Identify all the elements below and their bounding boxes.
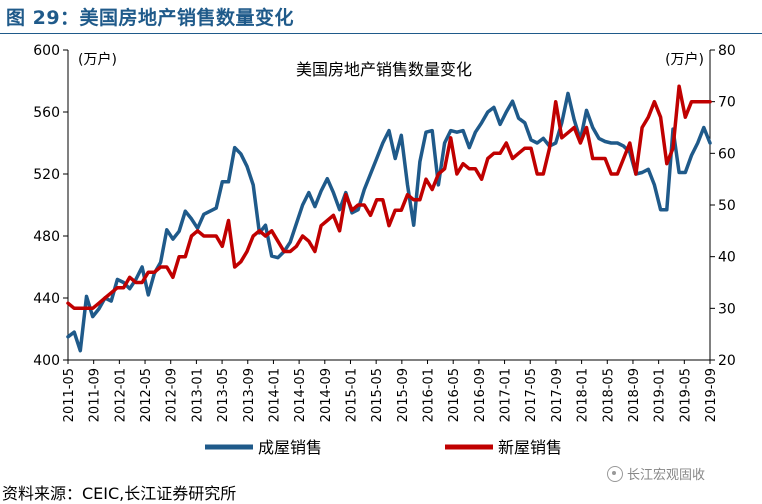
y-right-tick-label: 80 [718, 43, 736, 59]
figure-title: 图 29：美国房地产销售数量变化 [6, 7, 295, 29]
x-tick-label: 2019-01 [653, 368, 668, 422]
y-right-tick-label: 50 [718, 198, 736, 214]
x-tick-label: 2011-09 [88, 368, 103, 422]
source-note: 资料来源：CEIC,长江证券研究所 [2, 484, 237, 503]
x-tick-label: 2018-05 [601, 368, 616, 422]
watermark-text: 长江宏观固收 [627, 468, 706, 483]
existing-home-sales-line [66, 91, 712, 353]
y-left-tick-label: 480 [33, 229, 60, 245]
y-right-tick-label: 20 [718, 353, 736, 369]
x-tick-label: 2013-09 [242, 368, 257, 422]
y-left-tick-label: 560 [33, 105, 60, 121]
x-tick-label: 2014-01 [267, 368, 282, 422]
new-home-sales-line [66, 84, 712, 311]
x-tick-label: 2017-01 [499, 368, 514, 422]
x-tick-label: 2017-05 [524, 368, 539, 422]
y-right-tick-label: 60 [718, 146, 736, 162]
watermark: 长江宏观固收 [607, 464, 705, 483]
x-tick-label: 2019-09 [704, 368, 719, 422]
chart-title: 美国房地产销售数量变化 [296, 60, 472, 79]
x-tick-label: 2013-05 [216, 368, 231, 422]
y-right-tick-label: 30 [718, 301, 736, 317]
x-tick-label: 2019-05 [678, 368, 693, 422]
x-tick-label: 2014-09 [319, 368, 334, 422]
x-tick-label: 2012-05 [139, 368, 154, 422]
y-left-axis-label: (万户) [78, 51, 117, 68]
x-tick-label: 2015-05 [370, 368, 385, 422]
axes: 400 440 480 520 560 600 20 30 40 50 60 70 80 2011-05 2… [33, 43, 736, 422]
y-right-tick-label: 70 [718, 95, 736, 111]
x-tick-label: 2016-09 [473, 368, 488, 422]
x-tick-label: 2017-09 [550, 368, 565, 422]
x-tick-label: 2016-01 [422, 368, 437, 422]
x-tick-label: 2013-01 [190, 368, 205, 422]
wechat-icon [607, 465, 623, 482]
title-divider [0, 33, 762, 34]
series-layer [66, 84, 712, 353]
x-tick-label: 2015-09 [396, 368, 411, 422]
y-right-axis-label: (万户) [665, 51, 704, 68]
legend-label: 新屋销售 [498, 438, 562, 457]
y-left-tick-label: 600 [33, 43, 60, 59]
x-tick-label: 2018-01 [576, 368, 591, 422]
x-tick-label: 2015-01 [344, 368, 359, 422]
x-tick-label: 2018-09 [627, 368, 642, 422]
y-left-tick-label: 440 [33, 291, 60, 307]
legend: 成屋销售 新屋销售 [205, 438, 562, 457]
y-left-tick-label: 400 [33, 353, 60, 369]
y-right-tick-label: 40 [718, 250, 736, 266]
x-tick-label: 2011-05 [62, 368, 77, 422]
chart: 400 440 480 520 560 600 20 30 40 50 60 70 80 2011-05 2… [33, 43, 736, 457]
chart-labels: (万户) (万户) 美国房地产销售数量变化 [78, 51, 704, 79]
legend-label: 成屋销售 [258, 438, 322, 457]
x-tick-label: 2012-01 [113, 368, 128, 422]
y-left-tick-label: 520 [33, 167, 60, 183]
x-tick-label: 2014-05 [293, 368, 308, 422]
x-tick-label: 2012-09 [165, 368, 180, 422]
x-tick-label: 2016-05 [447, 368, 462, 422]
